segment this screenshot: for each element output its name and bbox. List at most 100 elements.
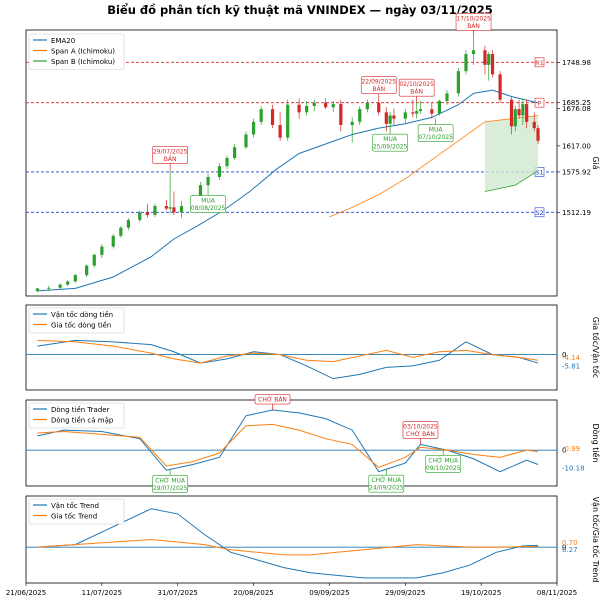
span-a-line (329, 115, 539, 218)
x-tick-label: 29/09/2025 (385, 589, 425, 597)
candle (35, 287, 39, 293)
candle-body (532, 121, 536, 129)
candle (513, 106, 517, 132)
legend-box (28, 402, 125, 429)
zero-label: 0 (562, 351, 566, 359)
candle (259, 106, 263, 125)
x-tick-label: 09/09/2025 (309, 589, 349, 597)
candle (365, 99, 369, 113)
candle-body (126, 220, 131, 228)
end-value-label: -4.14 (562, 354, 581, 362)
candle (377, 99, 381, 116)
candle-body (331, 104, 335, 108)
candle (251, 118, 256, 138)
candle (358, 106, 362, 125)
x-tick-label: 21/06/2025 (6, 589, 46, 597)
x-tick-label: 20/08/2025 (233, 589, 273, 597)
candle-body (437, 100, 442, 114)
candle-body (365, 102, 369, 110)
candle (415, 102, 419, 119)
candle (111, 233, 115, 249)
series-line-2 (37, 339, 539, 364)
signal-label: 08/08/2025 (191, 205, 226, 212)
zero-label: 0 (562, 544, 566, 552)
candle (312, 99, 316, 112)
candle-body (525, 104, 529, 122)
signal-label: MUA (201, 198, 216, 205)
price-tick-label: 1748.98 (562, 59, 591, 67)
signal-label: 03/10/2025 (403, 423, 438, 430)
end-value-label: -10.18 (562, 464, 585, 472)
candle (483, 45, 487, 75)
candle-body (339, 104, 343, 125)
signal-label: MUA (383, 136, 398, 143)
level-label-s2: S2 (535, 209, 543, 217)
candle (456, 68, 460, 97)
candle (145, 204, 149, 218)
signal-box (425, 455, 462, 473)
candle (164, 199, 168, 211)
signal-box (402, 421, 439, 439)
candle (168, 169, 172, 214)
ema20-line (37, 89, 539, 292)
legend-label: Vận tốc Trend (51, 502, 99, 510)
signal-label: BÁN (467, 23, 480, 30)
candle (430, 102, 434, 119)
end-value-label: 0.27 (562, 546, 578, 554)
candle (119, 226, 123, 238)
candle-body (513, 109, 517, 127)
candle (286, 99, 290, 141)
candle (58, 283, 62, 290)
candle (92, 253, 96, 268)
candle (517, 99, 521, 119)
candle (179, 201, 184, 219)
candle (73, 273, 77, 283)
candle (126, 218, 131, 231)
candle (47, 285, 51, 291)
level-label-r1: R1 (535, 59, 544, 67)
candle-body (471, 50, 476, 55)
signal-label: 07/10/2025 (418, 134, 453, 141)
candle-body (164, 206, 168, 209)
legend-label: Span A (Ichimoku) (51, 47, 115, 55)
x-tick-label: 31/07/2025 (158, 589, 198, 597)
price-tick-label: 1676.08 (562, 105, 591, 113)
candle-body (153, 206, 157, 215)
signal-label: 22/09/2025 (361, 79, 396, 86)
candle-body (483, 50, 487, 65)
candle (471, 36, 476, 65)
price-tick-label: 1617.00 (562, 142, 591, 150)
candle-body (138, 212, 142, 220)
candle (536, 125, 540, 144)
indicator-panel-3: 00.700.27 Vận tốc Trend Gia tốc Trend Vận t… (26, 497, 600, 582)
signal-box (368, 474, 405, 493)
candle-body (172, 207, 176, 213)
candle (521, 98, 525, 125)
candle-body (198, 185, 203, 198)
candle-body (278, 125, 282, 138)
signal-label: 09/10/2025 (426, 465, 461, 472)
series-line-1 (37, 508, 539, 579)
panel-frame-4 (25, 495, 558, 584)
candle-body (415, 111, 419, 114)
zero-label: 0 (562, 447, 566, 455)
candle-body (179, 206, 184, 213)
candle-body (233, 147, 237, 158)
candle (487, 52, 491, 81)
signal-box (152, 475, 188, 493)
legend-box (28, 498, 125, 525)
candle-body (487, 54, 491, 65)
indicator-ylabel: Dòng tiền (591, 423, 600, 462)
candle (305, 100, 309, 116)
candle (324, 98, 328, 110)
indicator-panel-2: 0-0.99 -10.18 Dòng tiền Trader Dòng tiền cá… (26, 394, 600, 493)
candle-body (411, 112, 415, 114)
candle (297, 98, 301, 119)
series-line-2 (37, 538, 539, 556)
end-value-label: 0.70 (562, 539, 578, 547)
candle-body (244, 134, 248, 148)
candle-body (145, 212, 149, 215)
candle-body (92, 254, 96, 266)
series-line-1 (37, 339, 539, 380)
candle-body (536, 128, 540, 141)
